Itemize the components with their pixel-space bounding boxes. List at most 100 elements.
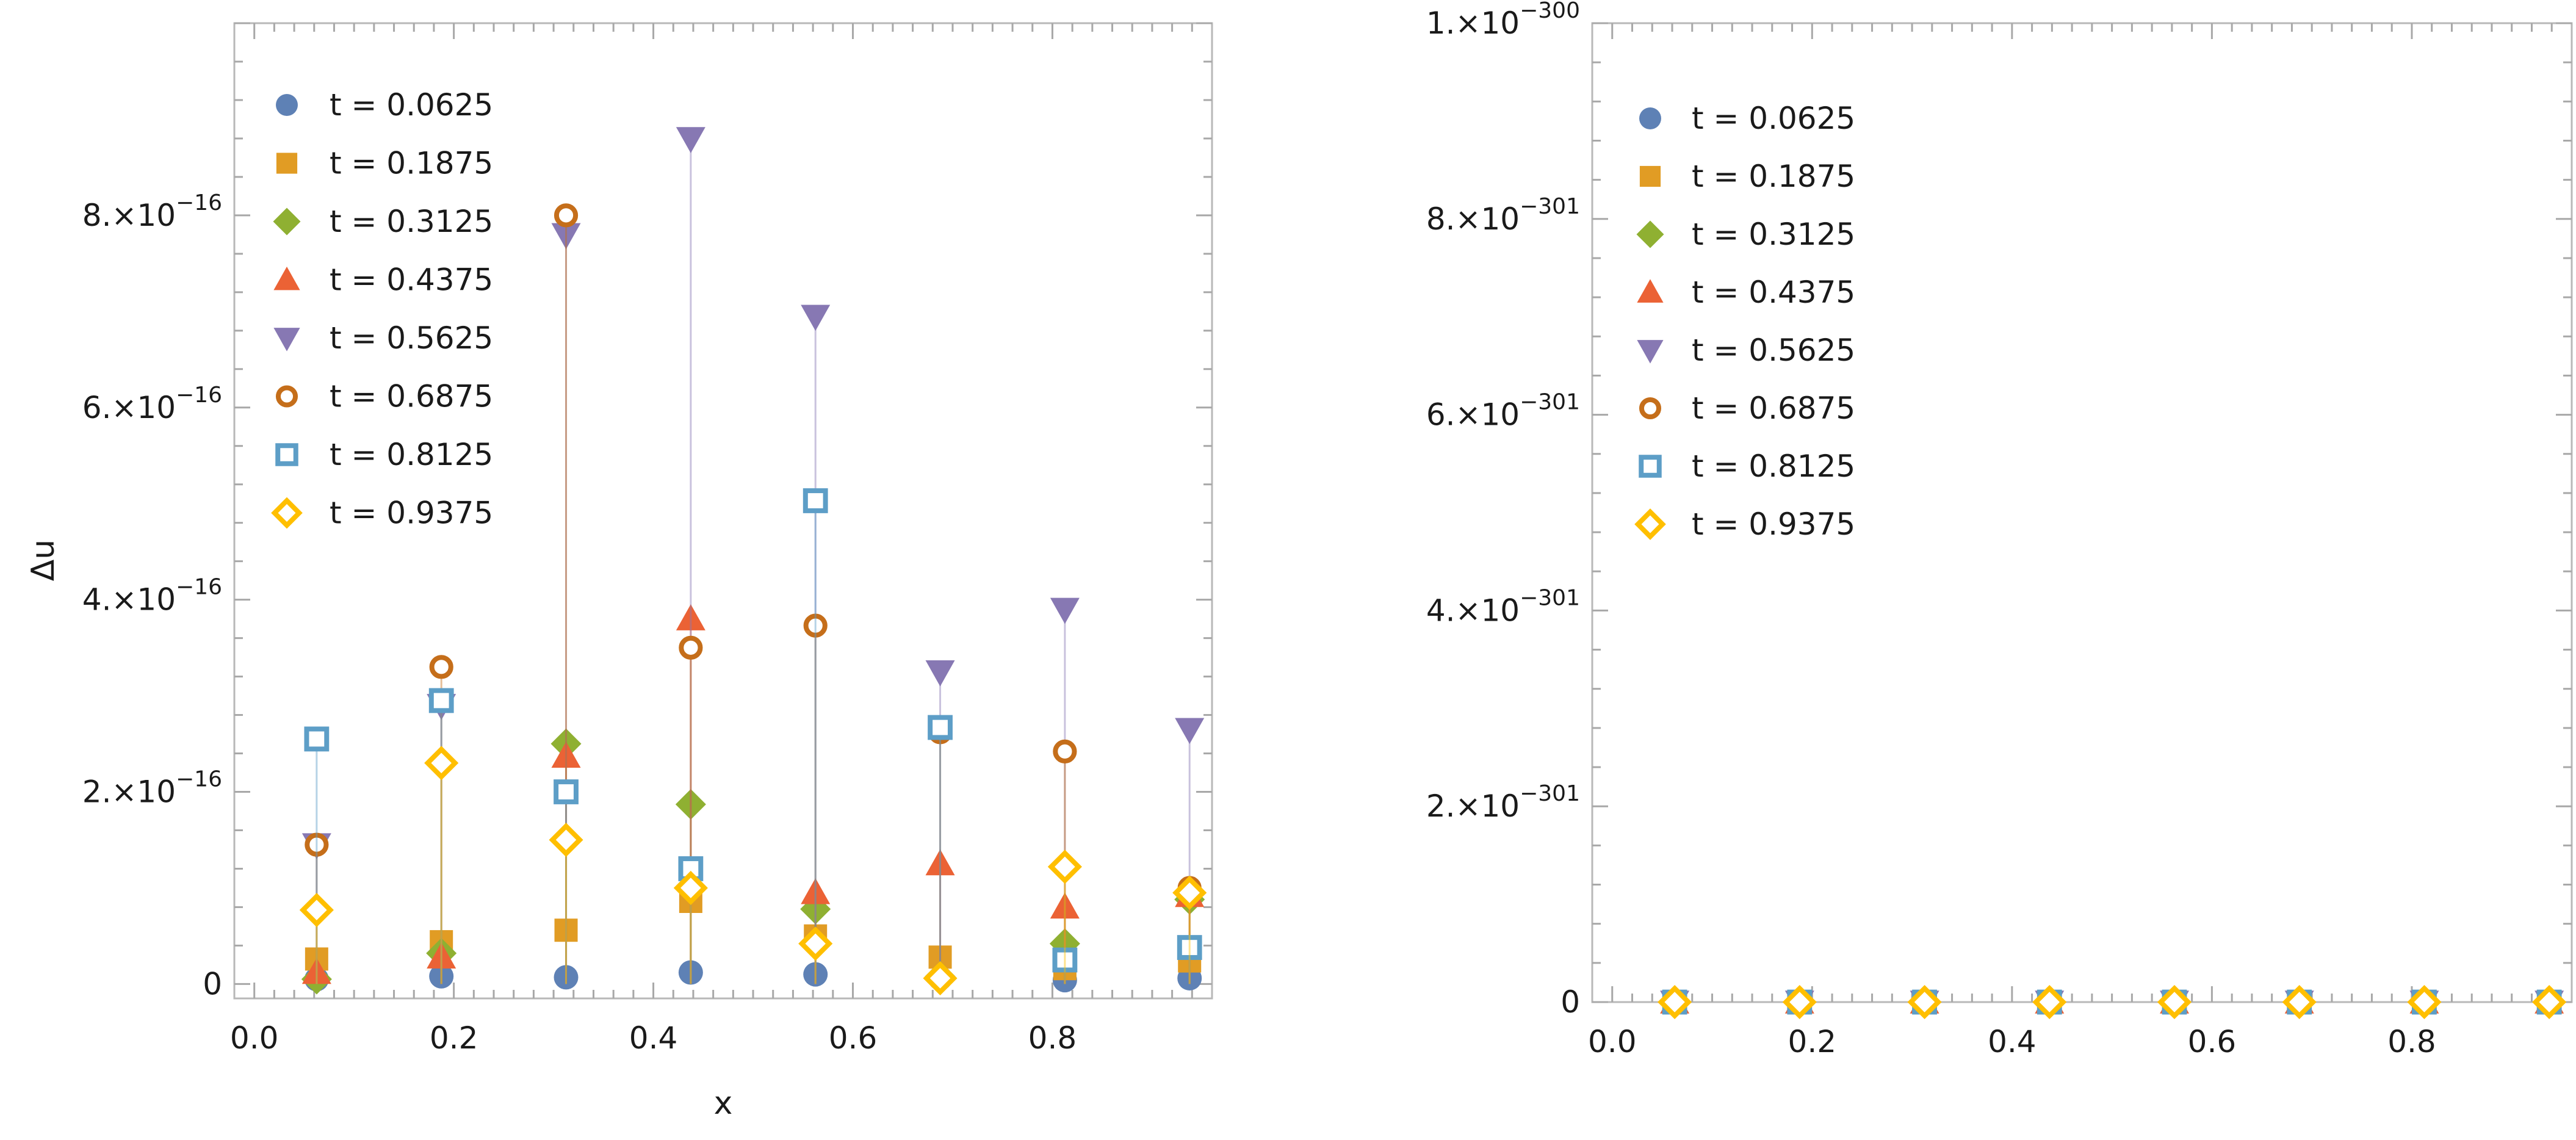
x-tick-label: 0.6 (829, 1020, 878, 1056)
legend-marker (275, 443, 298, 466)
y-tick-exponent: −16 (176, 190, 222, 215)
legend-marker (1637, 340, 1664, 364)
y-tick-mantissa: 2.×10 (82, 774, 176, 810)
legend-marker-shape (1637, 340, 1664, 364)
y-tick-label: 4.×10−16 (82, 575, 222, 618)
data-point (803, 962, 828, 987)
x-axis: 0.0 0.2 0.4 0.6 0.8 (230, 23, 1193, 1056)
data-point-shape (1658, 984, 1692, 1020)
data-point (299, 893, 334, 928)
legend: t = 0.0625 t = 0.1875 t = 0.3125 t = 0.4375… (271, 87, 493, 531)
data-point-shape (554, 918, 578, 942)
data-point (678, 960, 703, 985)
y-tick-mantissa: 0 (1560, 984, 1580, 1020)
y-tick-label: 0 (1560, 984, 1580, 1020)
legend-label: t = 0.1875 (1692, 159, 1855, 194)
data-point-shape (1053, 739, 1077, 763)
x-tick-label: 0.2 (430, 1020, 478, 1056)
y-tick-label: 8.×10−16 (82, 190, 222, 233)
legend-label: t = 0.1875 (330, 146, 493, 181)
data-point-shape (429, 964, 454, 989)
data-point (2407, 984, 2442, 1020)
legend-item: t = 0.3125 (1636, 217, 1855, 252)
legend-marker (271, 497, 303, 529)
legend-item: t = 0.1875 (276, 146, 493, 181)
data-point (801, 878, 831, 904)
legend-label: t = 0.8125 (1692, 449, 1855, 484)
y-tick-mantissa: 1.×10 (1426, 5, 1520, 41)
legend-item: t = 0.1875 (1639, 159, 1855, 194)
legend-marker (273, 207, 301, 236)
data-point-shape (1050, 892, 1080, 919)
right-chart: 0.0 0.2 0.4 0.6 0.802.×10−3014.×10−3016.×10−… (1426, 0, 2573, 1059)
data-point-shape (1050, 597, 1080, 624)
data-point-shape (305, 832, 329, 857)
series-8 (1658, 984, 2567, 1020)
legend-item: t = 0.8125 (1639, 449, 1855, 484)
data-point-shape (1782, 984, 1817, 1020)
y-tick-exponent: −16 (176, 383, 222, 408)
left-chart: 0.0 0.2 0.4 0.6 0.802.×10−164.×10−166.×10−16… (25, 22, 1213, 1122)
legend-label: t = 0.0625 (330, 87, 493, 123)
y-axis: 02.×10−164.×10−166.×10−168.×10−16 (82, 22, 1212, 1001)
legend-marker-shape (276, 153, 298, 174)
data-point-shape (1172, 875, 1207, 910)
data-point (1052, 947, 1078, 973)
data-point (925, 849, 955, 876)
data-point-shape (2282, 984, 2317, 1020)
data-point-shape (923, 961, 958, 995)
legend-marker-shape (273, 328, 300, 352)
legend-marker-shape (1639, 165, 1661, 187)
legend-marker-shape (276, 94, 298, 116)
legend-label: t = 0.6875 (330, 379, 493, 414)
legend-marker-shape (275, 385, 298, 408)
legend-label: t = 0.4375 (1692, 275, 1855, 310)
legend-label: t = 0.9375 (1692, 507, 1855, 542)
data-point-shape (678, 960, 703, 985)
legend-item: t = 0.0625 (276, 87, 493, 123)
data-point-shape (554, 779, 579, 804)
data-point (549, 823, 583, 857)
data-point-shape (1052, 947, 1078, 973)
data-point (551, 223, 581, 250)
y-axis: 02.×10−3014.×10−3016.×10−3018.×10−3011.×… (1426, 0, 2572, 1020)
x-tick-label: 0.8 (1028, 1020, 1077, 1056)
data-point-shape (676, 604, 705, 630)
x-tick-label: 0.4 (1988, 1024, 2037, 1059)
legend-marker-shape (1639, 397, 1662, 420)
data-point (304, 726, 330, 752)
data-point (554, 203, 579, 228)
legend-item: t = 0.5625 (1637, 333, 1855, 368)
data-point (305, 832, 329, 857)
data-point-shape (2407, 984, 2442, 1020)
data-point (2282, 984, 2317, 1020)
data-point (1907, 984, 1942, 1020)
legend-label: t = 0.5625 (1692, 333, 1855, 368)
y-tick-label: 6.×10−301 (1426, 390, 1580, 433)
legend-item: t = 0.4375 (273, 262, 493, 298)
legend-item: t = 0.8125 (275, 437, 493, 472)
data-point (1050, 892, 1080, 919)
legend-item: t = 0.9375 (271, 496, 493, 531)
data-point-shape (429, 655, 453, 679)
x-tick-label: 0.6 (2188, 1024, 2237, 1059)
data-point-shape (551, 741, 581, 768)
y-tick-exponent: −301 (1520, 194, 1580, 219)
data-point (928, 715, 953, 740)
data-point (424, 746, 459, 781)
data-point (676, 127, 705, 153)
data-point-shape (428, 688, 454, 713)
data-point (2032, 984, 2067, 1020)
data-point-shape (1907, 984, 1942, 1020)
data-point-shape (679, 635, 703, 660)
legend-marker-shape (1637, 279, 1664, 303)
legend-item: t = 0.6875 (275, 379, 493, 414)
y-axis-label: Δu (25, 539, 62, 582)
legend-marker (1639, 165, 1661, 187)
legend-marker-shape (1639, 107, 1661, 129)
data-point (2157, 984, 2192, 1020)
legend-item: t = 0.4375 (1637, 275, 1855, 310)
legend-label: t = 0.4375 (330, 262, 493, 298)
data-point-shape (1175, 718, 1205, 745)
data-point-shape (424, 746, 459, 781)
